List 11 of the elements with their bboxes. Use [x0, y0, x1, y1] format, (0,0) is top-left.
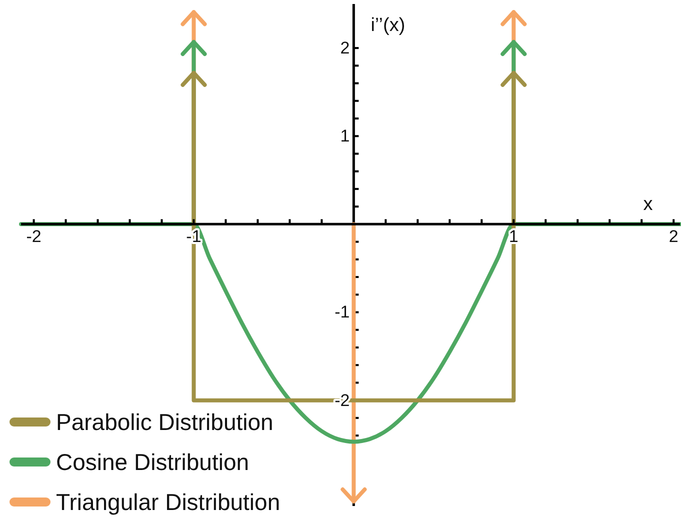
y-tick-label: -1 [334, 302, 350, 322]
legend-label: Triangular Distribution [56, 489, 280, 515]
x-tick-label: 2 [668, 227, 678, 246]
x-tick-label: -2 [26, 227, 42, 246]
legend-label: Cosine Distribution [56, 449, 250, 475]
y-tick-label: 2 [340, 38, 350, 58]
line-series [19, 222, 681, 444]
y-tick-label: 1 [340, 126, 350, 146]
legend-label: Parabolic Distribution [56, 409, 274, 435]
x-axis-title: x [643, 194, 654, 216]
y-axis-title: i’’(x) [370, 15, 406, 36]
